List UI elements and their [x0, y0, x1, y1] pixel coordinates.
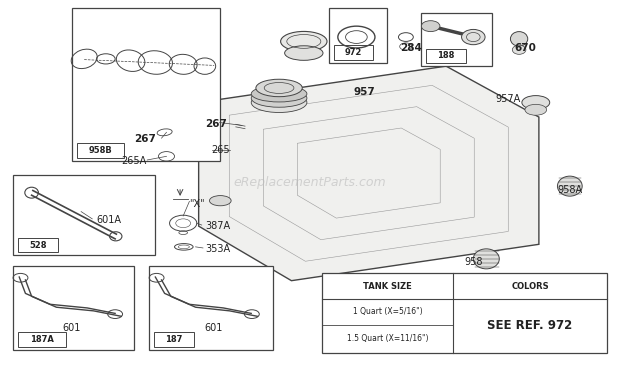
Ellipse shape [525, 104, 547, 115]
Text: 958A: 958A [557, 185, 583, 195]
Bar [154, 332, 193, 347]
Ellipse shape [557, 176, 582, 196]
Ellipse shape [251, 92, 307, 112]
Ellipse shape [473, 249, 499, 269]
Text: eReplacementParts.com: eReplacementParts.com [234, 176, 386, 189]
Ellipse shape [251, 86, 307, 102]
Text: 353A: 353A [205, 244, 230, 254]
Text: 528: 528 [29, 241, 46, 250]
Text: 958B: 958B [89, 146, 112, 155]
Text: 267: 267 [205, 119, 227, 129]
Bar [427, 49, 466, 63]
Ellipse shape [285, 46, 323, 60]
Text: 601A: 601A [97, 215, 122, 224]
Ellipse shape [512, 45, 526, 54]
Bar [77, 143, 125, 158]
Text: 187: 187 [165, 335, 183, 344]
Text: 188: 188 [437, 51, 455, 61]
Bar [13, 266, 134, 350]
Ellipse shape [256, 79, 303, 97]
Text: 1 Quart (X=5/16"): 1 Quart (X=5/16") [353, 307, 423, 316]
Text: TANK SIZE: TANK SIZE [363, 282, 412, 291]
Bar [72, 8, 220, 161]
Circle shape [422, 21, 440, 32]
Text: 265A: 265A [122, 156, 146, 166]
Ellipse shape [251, 89, 307, 107]
Text: 957A: 957A [495, 94, 521, 104]
Text: 267: 267 [134, 134, 156, 144]
Text: 670: 670 [514, 43, 536, 53]
Bar [18, 238, 58, 252]
Ellipse shape [522, 96, 550, 110]
Text: 958: 958 [464, 257, 483, 268]
Polygon shape [198, 66, 539, 281]
Bar [334, 45, 373, 59]
Text: 601: 601 [63, 323, 81, 333]
Text: 1.5 Quart (X=11/16"): 1.5 Quart (X=11/16") [347, 334, 428, 343]
Text: "X": "X" [189, 199, 205, 209]
Text: COLORS: COLORS [512, 282, 549, 291]
Text: 387A: 387A [205, 221, 230, 231]
Text: 972: 972 [345, 48, 362, 57]
Bar [13, 175, 156, 255]
Text: 284: 284 [400, 43, 422, 53]
Text: 265: 265 [211, 145, 229, 155]
Bar [329, 8, 388, 62]
Bar [149, 266, 273, 350]
Bar [322, 273, 607, 353]
Bar [18, 332, 66, 347]
Text: 601: 601 [205, 323, 223, 333]
Ellipse shape [210, 196, 231, 206]
Text: 957: 957 [353, 87, 375, 97]
Bar [422, 14, 492, 66]
Ellipse shape [510, 32, 528, 46]
Ellipse shape [281, 31, 327, 51]
Text: SEE REF. 972: SEE REF. 972 [487, 319, 573, 332]
Ellipse shape [461, 30, 485, 45]
Text: 187A: 187A [30, 335, 54, 344]
